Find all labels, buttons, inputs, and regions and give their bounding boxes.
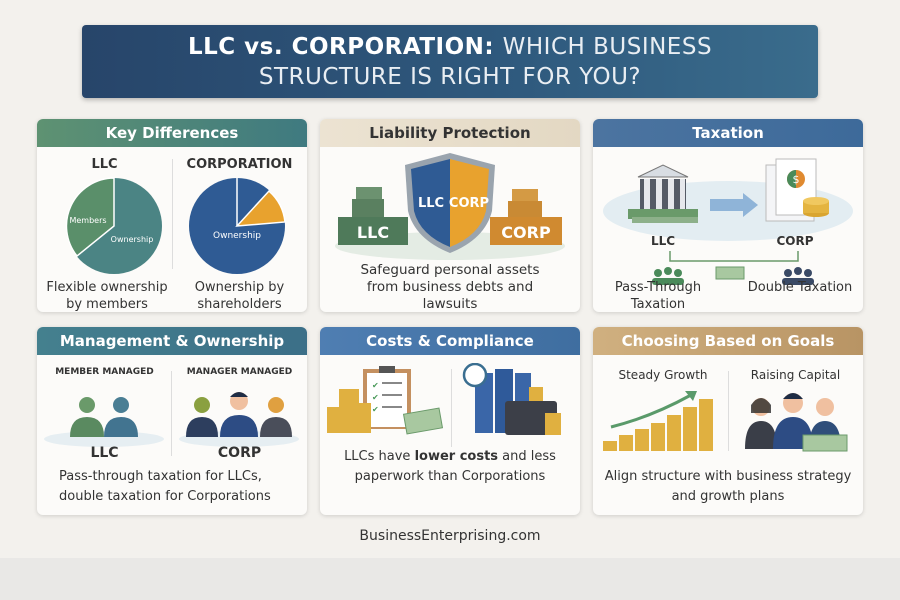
llc-costs-illustration: ✔ ✔ ✔ (327, 366, 444, 435)
corp-accent-slice (235, 189, 286, 227)
llc-members-slice (65, 177, 115, 258)
card-management-ownership: Management & Ownership MEMBER MANAGED MA… (37, 327, 307, 515)
card-title: Liability Protection (320, 119, 580, 147)
card-title: Management & Ownership (37, 327, 307, 355)
svg-text:✔: ✔ (372, 393, 379, 402)
bottom-band (0, 558, 900, 600)
caption-bold: lower costs (414, 449, 499, 464)
card-title: Costs & Compliance (320, 327, 580, 355)
card-key-differences: Key Differences LLC CORPORATION Members … (37, 119, 307, 312)
liability-caption: Safeguard personal assets from business … (360, 262, 540, 312)
shield-llc-text: LLC (418, 196, 444, 211)
card-costs-compliance: Costs & Compliance ✔ ✔ ✔ LLCs have lower c… (320, 327, 580, 515)
bank-icon (628, 164, 698, 223)
mgmt-llc-label: LLC (90, 445, 119, 461)
card-taxation: Taxation $ LLC CORP Pass-Through Taxatio… (593, 119, 863, 312)
svg-text:✔: ✔ (372, 405, 379, 414)
member-managed-heading: MEMBER MANAGED (55, 367, 154, 377)
member-managed-people-icon (44, 397, 164, 447)
card-title: Taxation (593, 119, 863, 147)
people-icon (652, 267, 684, 285)
title-highlight: LLC vs. CORPORATION: (187, 34, 495, 60)
pass-through-caption: Pass-Through Taxation (614, 280, 702, 312)
coins-icon (529, 387, 561, 435)
corp-ownership-text: Ownership (213, 231, 261, 241)
money-icon (715, 266, 745, 280)
liability-illustration: LLC CORP LLC CORP (335, 153, 565, 260)
llc-ownership-text: Ownership (111, 235, 154, 244)
llc-pie-chart: Members Ownership (65, 177, 162, 274)
tax-documents-icon: $ (765, 158, 829, 222)
title-rest: WHICH BUSINESS (502, 34, 713, 60)
caption-pre: LLCs have (344, 449, 415, 464)
svg-text:$: $ (793, 173, 800, 186)
tax-llc-label: LLC (651, 234, 675, 248)
manager-managed-heading: MANAGER MANAGED (186, 367, 293, 377)
svg-text:✔: ✔ (372, 381, 379, 390)
mgmt-corp-label: CORP (217, 445, 262, 461)
clock-icon (462, 363, 488, 388)
title-line2: STRUCTURE IS RIGHT FOR YOU? (258, 64, 642, 90)
corp-costs-illustration (462, 363, 561, 435)
card-title: Choosing Based on Goals (593, 327, 863, 355)
arrow-icon (710, 193, 758, 217)
box-corp-text: CORP (501, 223, 551, 242)
double-taxation-caption: Double Taxation (747, 280, 853, 295)
money-icon (402, 407, 444, 435)
box-llc-text: LLC (357, 223, 389, 242)
title-banner: LLC vs. CORPORATION: WHICH BUSINESS STRU… (82, 25, 818, 98)
caption-post: and less paperwork than Corporations (354, 449, 556, 484)
corp-caption: Ownership by shareholders (194, 280, 285, 312)
growth-chart-icon (603, 391, 713, 451)
corp-label: CORPORATION (186, 157, 293, 172)
shield-corp-text: CORP (449, 196, 489, 211)
goals-caption: Align structure with business strategy a… (604, 469, 852, 504)
corp-box-stack: CORP (490, 189, 562, 245)
people-icon (782, 267, 814, 285)
llc-label: LLC (91, 157, 118, 172)
coins-icon (327, 389, 371, 433)
taxation-illustration: $ LLC CORP (603, 158, 853, 285)
footer-website: BusinessEnterprising.com (359, 528, 541, 544)
card-liability-protection: Liability Protection LLC CORP LLC CORP S… (320, 119, 580, 312)
llc-caption: Flexible ownership by members (46, 280, 168, 312)
costs-caption: LLCs have lower costs and less paperwork… (340, 447, 560, 487)
raising-capital-heading: Raising Capital (750, 368, 841, 382)
corp-pie-chart: Ownership (189, 178, 286, 274)
card-choosing-goals: Choosing Based on Goals Steady Growth Ra… (593, 327, 863, 515)
manager-managed-people-icon (179, 392, 299, 447)
divider (172, 159, 173, 269)
steady-growth-heading: Steady Growth (618, 368, 708, 382)
management-caption: Pass-through taxation for LLCs, double t… (59, 469, 271, 504)
llc-members-text: Members (69, 216, 106, 225)
clipboard-icon: ✔ ✔ ✔ (363, 366, 411, 429)
shield-icon: LLC CORP (405, 153, 495, 253)
tax-corp-label: CORP (776, 234, 813, 248)
llc-box-stack: LLC (338, 187, 408, 245)
money-icon (802, 434, 848, 452)
investors-icon (745, 393, 848, 452)
card-title: Key Differences (37, 119, 307, 147)
briefcase-icon (505, 401, 557, 435)
